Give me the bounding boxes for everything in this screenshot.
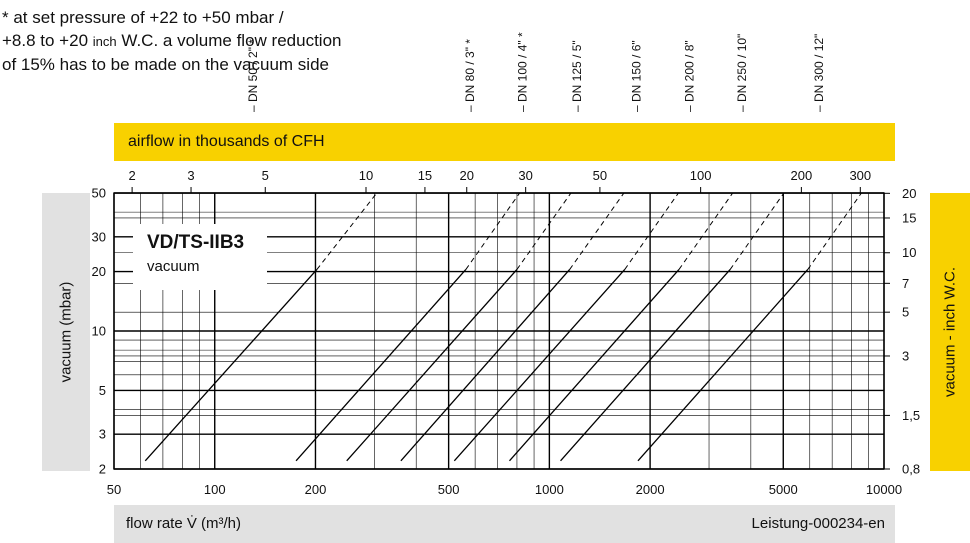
x-tick-label: 200 <box>305 482 327 497</box>
y-tick-label: 2 <box>99 462 106 477</box>
legend-subtitle: vacuum <box>147 258 200 275</box>
right-axis-band: vacuum - inch W.C. <box>930 193 970 471</box>
right-tick-label: 15 <box>902 210 916 225</box>
right-tick-label: 20 <box>902 186 916 201</box>
top-tick-label: 3 <box>187 168 194 183</box>
series-line-dashed <box>624 192 679 270</box>
right-tick-label: 10 <box>902 245 916 260</box>
top-tick-label: 5 <box>262 168 269 183</box>
note-line-2: +8.8 to +20 inch W.C. a volume flow redu… <box>2 29 341 53</box>
dn-label: – DN 250 / 10" <box>735 34 749 112</box>
left-axis-band: vacuum (mbar) <box>42 193 90 471</box>
right-tick-label: 1,5 <box>902 408 920 423</box>
top-tick-label: 30 <box>518 168 532 183</box>
top-tick-label: 20 <box>460 168 474 183</box>
note-line-1: * at set pressure of +22 to +50 mbar / <box>2 8 284 27</box>
reference-code: Leistung-000234-en <box>751 515 885 532</box>
dn-label: – DN 300 / 12" <box>812 34 826 112</box>
y-tick-label: 3 <box>99 427 106 442</box>
x-tick-label: 10000 <box>866 482 902 497</box>
right-tick-label: 0,8 <box>902 462 920 477</box>
top-tick-label: 200 <box>791 168 813 183</box>
x-tick-label: 2000 <box>636 482 665 497</box>
x-tick-label: 100 <box>204 482 226 497</box>
x-axis-label: flow rate V̇ (m³/h) <box>126 515 242 532</box>
y-tick-label: 20 <box>92 264 106 279</box>
top-tick-label: 2 <box>128 168 135 183</box>
legend-title: VD/TS-IIB3 <box>147 232 245 253</box>
series-line-dashed <box>807 192 862 270</box>
series-line <box>400 269 571 462</box>
series-line <box>346 269 518 462</box>
series-line <box>453 269 626 462</box>
right-tick-label: 5 <box>902 305 909 320</box>
series-line-dashed <box>678 192 734 270</box>
dn-label: – DN 80 / 3" * <box>463 39 477 112</box>
dn-label: – DN 150 / 6" <box>629 40 643 112</box>
series-line <box>508 269 680 462</box>
top-tick-label: 50 <box>593 168 607 183</box>
series-line-dashed <box>516 192 572 270</box>
x-tick-label: 1000 <box>535 482 564 497</box>
y-tick-label: 5 <box>99 383 106 398</box>
top-tick-label: 100 <box>690 168 712 183</box>
pressure-note: * at set pressure of +22 to +50 mbar / +… <box>2 6 341 76</box>
series-line <box>560 269 731 462</box>
dn-label: – DN 50 / 2" * <box>246 39 260 112</box>
dn-label: – DN 125 / 5" <box>570 40 584 112</box>
x-tick-label: 50 <box>107 482 121 497</box>
y-tick-label: 10 <box>92 324 106 339</box>
series-line-dashed <box>729 192 785 270</box>
series-line <box>295 269 467 462</box>
right-tick-label: 3 <box>902 348 909 363</box>
note-line-2-c: W.C. a volume flow reduction <box>116 31 342 50</box>
right-tick-label: 7 <box>902 276 909 291</box>
plot-frame <box>113 192 885 470</box>
series-line <box>637 269 809 462</box>
x-tick-label: 500 <box>438 482 460 497</box>
series-line <box>144 269 318 462</box>
dn-label: – DN 100 / 4" * <box>515 32 529 112</box>
dn-label: – DN 200 / 8" <box>682 40 696 112</box>
y-tick-label: 30 <box>92 229 106 244</box>
top-tick-label: 300 <box>849 168 871 183</box>
top-tick-label: 10 <box>359 168 373 183</box>
note-line-2-b: inch <box>92 34 117 49</box>
series-line-dashed <box>316 192 378 270</box>
series-line-dashed <box>569 192 625 270</box>
note-line-3: of 15% has to be made on the vacuum side <box>2 55 329 74</box>
bottom-axis-band: flow rate V̇ (m³/h) Leistung-000234-en <box>114 505 895 543</box>
series-line-dashed <box>465 192 521 270</box>
top-axis-band: airflow in thousands of CFH <box>114 123 895 161</box>
x-tick-label: 5000 <box>769 482 798 497</box>
top-tick-label: 15 <box>418 168 432 183</box>
legend-box: VD/TS-IIB3 vacuum <box>133 224 267 290</box>
y-tick-label: 50 <box>92 186 106 201</box>
note-line-2-a: +8.8 to +20 <box>2 31 93 50</box>
top-axis-label: airflow in thousands of CFH <box>128 133 325 150</box>
